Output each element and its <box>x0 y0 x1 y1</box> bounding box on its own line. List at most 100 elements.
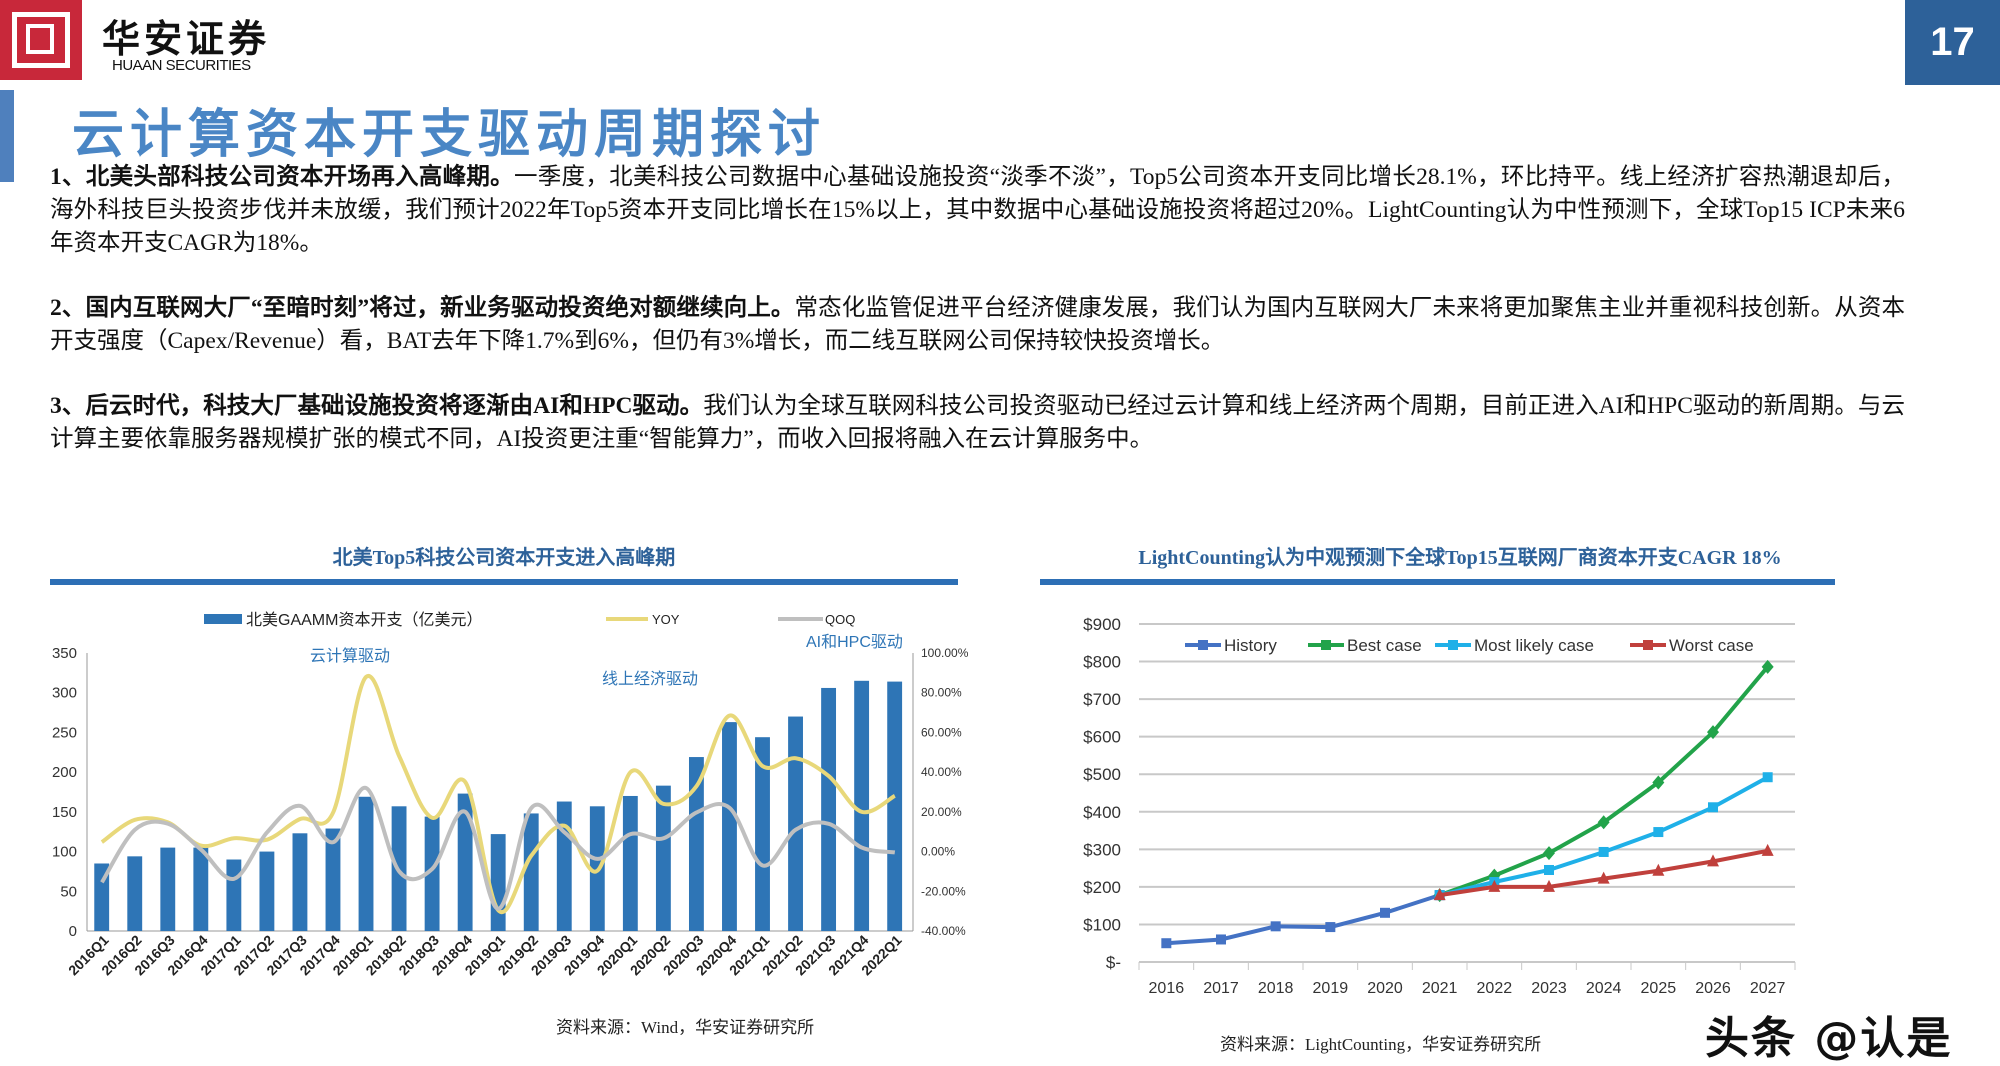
paragraph-1: 1、北美头部科技公司资本开场再入高峰期。一季度，北美科技公司数据中心基础设施投资… <box>50 161 1905 260</box>
chart-annotation: 线上经济驱动 <box>602 670 698 688</box>
data-point <box>1597 815 1610 830</box>
right-tick-label: 40.00% <box>921 765 962 779</box>
data-point <box>1761 843 1774 856</box>
chart-annotation: 云计算驱动 <box>310 646 390 665</box>
paragraph-lead: 2、国内互联网大厂“至暗时刻”将过，新业务驱动投资绝对额继续向上。 <box>50 295 795 321</box>
x-tick-label: 2022 <box>1477 980 1513 997</box>
y-tick-label: $600 <box>1083 728 1121 747</box>
legend-swatch-qoq <box>778 617 823 621</box>
y-tick-label: $100 <box>1083 915 1121 934</box>
data-point <box>1707 854 1719 867</box>
paragraph-lead: 1、北美头部科技公司资本开场再入高峰期。 <box>50 164 514 190</box>
page-title: 云计算资本开支驱动周期探讨 <box>72 105 827 165</box>
data-point <box>1161 938 1172 949</box>
capex-forecast-line-chart: $- $100 $200 $300 $400 $500 $600 $700 $800 $900 20… <box>1083 615 1796 997</box>
page-number: 17 <box>1905 0 2000 85</box>
bar <box>490 834 506 931</box>
data-point <box>1380 907 1390 918</box>
x-tick-label: 2023 <box>1531 980 1567 997</box>
y-tick-label: $800 <box>1083 653 1121 672</box>
left-chart-source: 资料来源：Wind，华安证券研究所 <box>556 1018 815 1037</box>
y-tick-label: $300 <box>1083 840 1121 859</box>
left-tick-label: 50 <box>60 883 77 900</box>
right-tick-label: 20.00% <box>921 805 962 819</box>
bar <box>821 687 837 931</box>
legend-label: History <box>1224 636 1277 655</box>
legend-label: QOQ <box>825 612 855 627</box>
data-point <box>1433 888 1446 901</box>
line-qoq <box>100 786 896 911</box>
series-line-history <box>1166 893 1441 946</box>
bar <box>556 801 572 931</box>
data-point <box>1708 802 1718 813</box>
paragraph-body: 我们认为全球互联网科技公司投资驱动已经过云计算和线上经济两个周期，目前正进入AI… <box>50 393 1905 452</box>
x-tick-label: 2016 <box>1149 980 1185 997</box>
huaan-logo-mark <box>0 0 82 80</box>
legend-label: YOY <box>652 612 680 627</box>
bar <box>127 856 143 931</box>
bar <box>655 785 671 931</box>
x-tick-label: 2020 <box>1367 980 1403 997</box>
legend-swatch-yoy <box>606 617 648 621</box>
paragraph-2: 2、国内互联网大厂“至暗时刻”将过，新业务驱动投资绝对额继续向上。常态化监管促进… <box>50 292 1905 358</box>
data-point <box>1597 871 1610 884</box>
data-point <box>1543 879 1555 892</box>
bar <box>854 680 870 931</box>
x-tick-label: 2024 <box>1586 980 1622 997</box>
data-point <box>1325 922 1336 933</box>
x-tick-label: 2026 <box>1695 980 1731 997</box>
chart-annotation: AI和HPC驱动 <box>806 633 903 651</box>
left-chart-title: 北美Top5科技公司资本开支进入高峰期 <box>332 547 676 569</box>
left-tick-label: 200 <box>52 764 77 781</box>
paragraph-body: 一季度，北美科技公司数据中心基础设施投资“淡季不淡”，Top5公司资本开支同比增… <box>50 164 1905 256</box>
legend-label: Worst case <box>1669 636 1754 655</box>
data-point <box>1544 864 1554 875</box>
bar <box>358 796 374 931</box>
bar <box>722 722 737 931</box>
paragraph-3: 3、后云时代，科技大厂基础设施投资将逐渐由AI和HPC驱动。我们认为全球互联网科… <box>50 390 1905 456</box>
left-chart-underline <box>50 579 958 585</box>
data-point <box>1216 934 1226 945</box>
data-point <box>1598 846 1609 857</box>
legend-swatch-bar <box>204 614 242 624</box>
bar <box>457 793 473 931</box>
bar <box>94 863 110 931</box>
right-tick-label: 80.00% <box>921 686 962 700</box>
bar <box>887 681 903 931</box>
legend-label: 北美GAAMM资本开支（亿美元） <box>246 611 482 629</box>
data-point <box>1652 863 1665 876</box>
data-point <box>1707 725 1719 740</box>
capex-bar-line-chart: 0 50 100 150 200 250 300 350 -40.00% -20.00% 0.00%… <box>52 611 969 978</box>
bar <box>193 847 209 931</box>
data-point <box>1488 879 1501 892</box>
bar <box>325 828 341 931</box>
legend-marker <box>1448 640 1458 650</box>
right-tick-label: 100.00% <box>921 646 969 660</box>
bar <box>292 833 308 931</box>
right-tick-label: -40.00% <box>921 924 966 938</box>
right-tick-label: 60.00% <box>921 725 962 739</box>
bar <box>755 737 770 931</box>
right-tick-label: -20.00% <box>921 884 966 898</box>
bar <box>259 851 275 931</box>
brand-name-en: HUAAN SECURITIES <box>112 57 251 74</box>
data-point <box>1543 846 1555 861</box>
bar <box>788 716 803 931</box>
left-tick-label: 250 <box>52 724 77 741</box>
data-point <box>1762 772 1773 783</box>
y-tick-label: $- <box>1106 953 1121 972</box>
y-tick-label: $900 <box>1083 615 1121 634</box>
bar <box>160 847 176 931</box>
y-tick-label: $700 <box>1083 690 1121 709</box>
bar <box>688 757 704 931</box>
y-tick-label: $200 <box>1083 878 1121 897</box>
paragraph-lead: 3、后云时代，科技大厂基础设施投资将逐渐由AI和HPC驱动。 <box>50 393 704 419</box>
data-point <box>1761 659 1774 674</box>
left-tick-label: 350 <box>52 645 77 662</box>
paragraph-body: 常态化监管促进平台经济健康发展，我们认为国内互联网大厂未来将更加聚焦主业并重视科… <box>50 295 1905 354</box>
watermark: 头条 @认是 <box>1705 1013 1953 1064</box>
x-tick-label: 2021 <box>1422 980 1458 997</box>
title-accent-bar <box>0 90 14 182</box>
right-chart-underline <box>1040 579 1835 585</box>
bar <box>622 795 638 931</box>
